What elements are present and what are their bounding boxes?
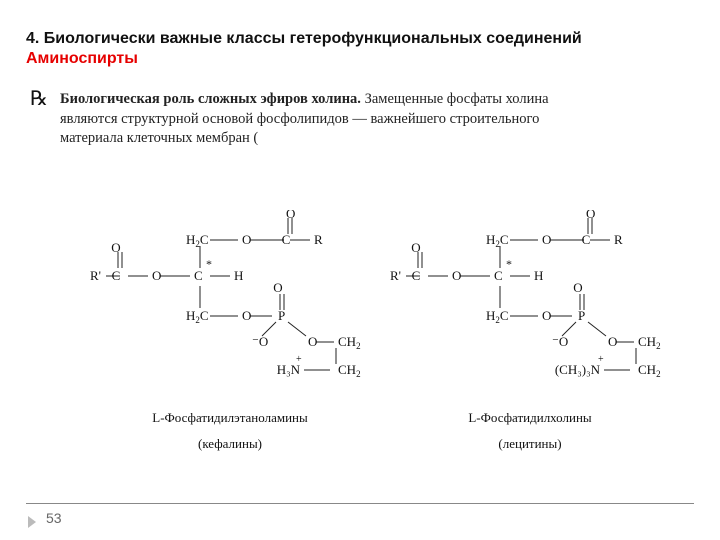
svg-text:C: C	[194, 268, 203, 283]
svg-text:⁻O: ⁻O	[552, 334, 568, 349]
svg-text:H2C: H2C	[186, 308, 209, 325]
svg-text:C: C	[412, 268, 421, 283]
svg-text:C: C	[494, 268, 503, 283]
svg-text:O: O	[152, 268, 161, 283]
structure-cephalin: O C R O H2C O C O R' C * H H2C O P O ⁻O …	[90, 210, 370, 450]
svg-text:R': R'	[90, 268, 101, 283]
svg-text:H: H	[234, 268, 243, 283]
page-number: 53	[46, 510, 62, 526]
svg-text:H: H	[534, 268, 543, 283]
structure-cephalin-svg: O C R O H2C O C O R' C * H H2C O P O ⁻O …	[90, 210, 370, 390]
svg-text:+: +	[296, 354, 302, 365]
svg-text:(CH₃)₃N: (CH₃)₃N	[555, 362, 601, 377]
slide-heading: 4. Биологически важные классы гетерофунк…	[26, 30, 582, 48]
svg-text:R': R'	[390, 268, 401, 283]
svg-text:H2C: H2C	[186, 232, 209, 249]
svg-text:C: C	[582, 232, 591, 247]
structure-lecithin-caption: L-Фосфатидилхолины (лецитины)	[380, 398, 680, 450]
footer-rule	[26, 503, 694, 504]
svg-text:P: P	[578, 308, 585, 323]
svg-text:*: *	[206, 257, 212, 271]
svg-text:O: O	[542, 232, 551, 247]
svg-text:O: O	[608, 334, 617, 349]
structure-cephalin-caption: L-Фосфатидилэтаноламины (кефалины)	[90, 398, 370, 450]
svg-text:C: C	[282, 232, 291, 247]
svg-text:O: O	[242, 232, 251, 247]
svg-text:O: O	[586, 210, 595, 221]
svg-text:CH2: CH2	[338, 362, 361, 379]
slide-subheading: Аминоспирты	[26, 50, 138, 68]
svg-text:P: P	[278, 308, 285, 323]
svg-text:H2C: H2C	[486, 232, 509, 249]
svg-text:O: O	[452, 268, 461, 283]
rx-icon: ℞	[30, 86, 54, 110]
svg-text:CH2: CH2	[638, 362, 661, 379]
svg-text:O: O	[242, 308, 251, 323]
structure-lecithin-svg: O C R O H2C O C O R' C * H H2C O P O ⁻O …	[380, 210, 680, 390]
svg-text:R: R	[614, 232, 623, 247]
svg-text:O: O	[273, 280, 282, 295]
svg-text:CH2: CH2	[338, 334, 361, 351]
svg-text:R: R	[314, 232, 323, 247]
svg-text:+: +	[598, 354, 604, 365]
svg-text:O: O	[411, 240, 420, 255]
svg-text:C: C	[112, 268, 121, 283]
footer-marker-icon	[28, 516, 36, 528]
svg-text:CH2: CH2	[638, 334, 661, 351]
svg-text:O: O	[286, 210, 295, 221]
structure-lecithin: O C R O H2C O C O R' C * H H2C O P O ⁻O …	[380, 210, 680, 450]
slide: 4. Биологически важные классы гетерофунк…	[0, 0, 720, 540]
svg-text:O: O	[542, 308, 551, 323]
svg-text:H2C: H2C	[486, 308, 509, 325]
svg-text:O: O	[308, 334, 317, 349]
svg-text:O: O	[111, 240, 120, 255]
body-bold-run: Биологическая роль сложных эфиров холина…	[60, 91, 361, 107]
body-paragraph: Биологическая роль сложных эфиров холина…	[60, 90, 570, 149]
svg-text:⁻O: ⁻O	[252, 334, 268, 349]
svg-text:*: *	[506, 257, 512, 271]
svg-text:O: O	[573, 280, 582, 295]
